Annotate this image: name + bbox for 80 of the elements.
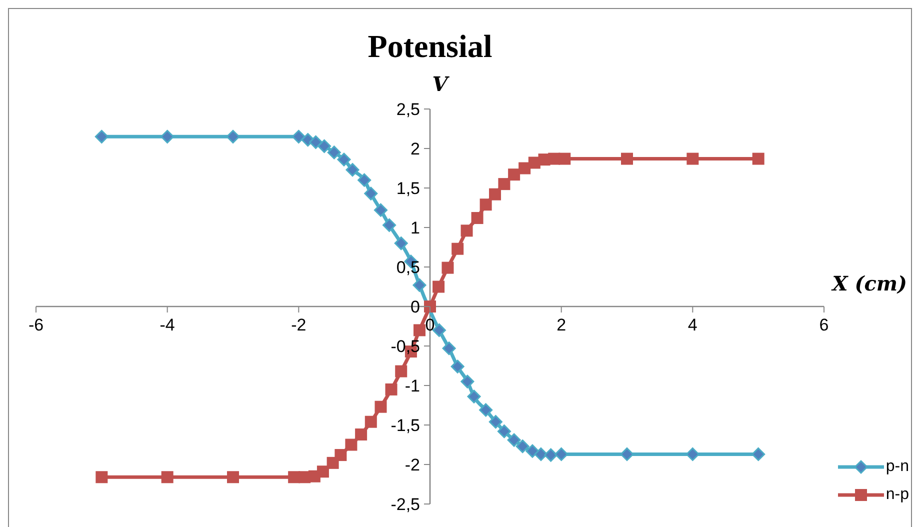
y-axis-title: V — [432, 72, 450, 96]
point — [620, 447, 634, 461]
y-tick-label: 0 — [410, 298, 420, 316]
x-tick-label: -6 — [28, 316, 44, 334]
point — [413, 324, 426, 336]
y-tick-label: -2,5 — [390, 495, 420, 514]
point — [752, 447, 766, 461]
legend-label: n-p — [886, 486, 909, 504]
point — [374, 203, 388, 217]
point — [412, 278, 426, 292]
point — [471, 212, 484, 224]
point — [518, 162, 531, 174]
y-tick-label: 2 — [410, 140, 420, 158]
point — [424, 300, 436, 312]
x-tick-label: 4 — [688, 316, 698, 334]
point — [516, 440, 530, 454]
point — [507, 433, 521, 447]
x-tick-label: -2 — [291, 316, 306, 334]
point — [452, 242, 464, 255]
point — [544, 448, 558, 462]
point — [460, 374, 474, 388]
point — [497, 424, 511, 438]
y-tick-label: 1,5 — [396, 179, 420, 198]
y-tick-label: 2,5 — [396, 100, 420, 119]
point — [374, 400, 387, 413]
point — [686, 152, 699, 165]
x-tick-label: 0 — [425, 316, 435, 334]
point — [345, 438, 358, 451]
point — [316, 466, 329, 478]
point — [489, 188, 502, 200]
point — [554, 447, 568, 461]
point — [686, 447, 700, 461]
point — [394, 236, 408, 250]
point — [442, 342, 456, 356]
point — [498, 178, 510, 190]
point — [442, 262, 454, 274]
point — [96, 471, 108, 484]
point — [358, 173, 372, 187]
point — [508, 168, 520, 181]
point — [226, 130, 240, 144]
point — [227, 471, 239, 484]
x-tick-label: 2 — [556, 316, 566, 334]
point — [382, 218, 396, 232]
y-tick-label: 1 — [410, 218, 420, 238]
point — [385, 383, 398, 396]
point — [432, 280, 445, 293]
point — [334, 449, 347, 462]
point — [160, 130, 174, 144]
legend-label: p-n — [886, 458, 909, 476]
point — [292, 130, 306, 144]
x-axis-title: X (cm) — [830, 272, 907, 296]
point — [364, 186, 378, 200]
point — [752, 152, 764, 165]
point — [450, 360, 464, 374]
point — [346, 163, 360, 177]
y-tick-label: -1,5 — [390, 416, 420, 435]
point — [467, 390, 481, 404]
x-tick-label: -4 — [160, 316, 175, 334]
point — [327, 146, 341, 160]
x-tick-label: 6 — [819, 316, 829, 334]
point — [460, 224, 473, 237]
point — [395, 365, 408, 378]
point — [488, 415, 502, 429]
point — [337, 152, 351, 166]
point — [526, 444, 540, 458]
point — [94, 130, 108, 144]
point — [161, 471, 174, 484]
point — [479, 403, 493, 417]
point — [534, 447, 548, 461]
chart-title: Potensial — [368, 28, 492, 64]
y-tick-label: -2 — [404, 456, 420, 474]
point — [621, 152, 633, 165]
point — [364, 416, 377, 428]
point — [432, 323, 446, 337]
point — [355, 428, 368, 440]
point — [318, 139, 332, 153]
point — [308, 135, 322, 149]
y-tick-label: -1 — [404, 376, 420, 396]
point — [558, 152, 571, 165]
point — [480, 198, 492, 211]
